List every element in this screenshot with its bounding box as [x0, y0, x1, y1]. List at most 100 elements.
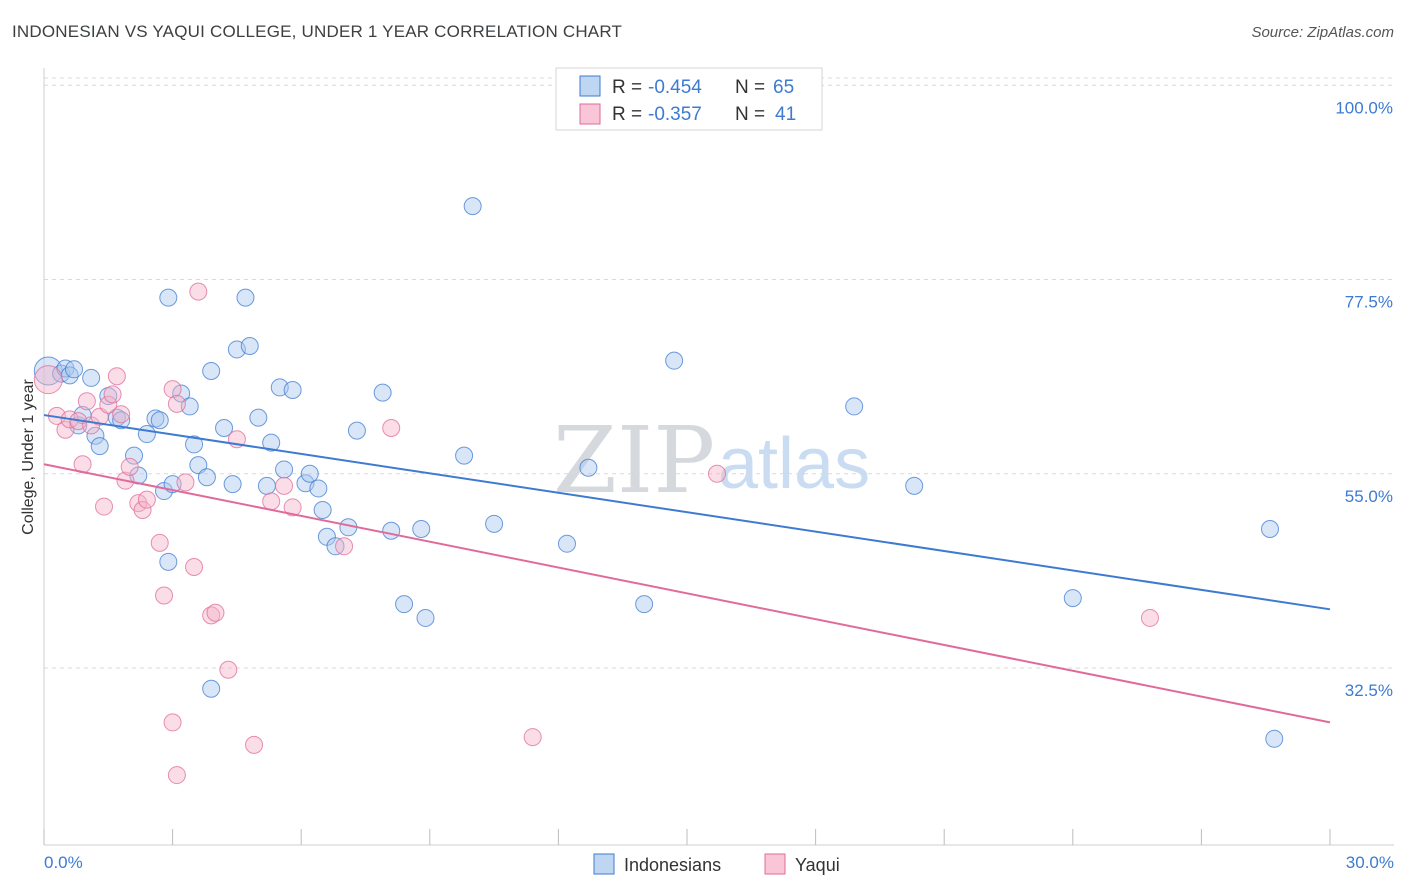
point-yaqui — [185, 558, 204, 577]
bottom-legend-swatch-yaqui — [764, 853, 786, 875]
point-yaqui — [219, 660, 238, 679]
point-indonesians — [313, 501, 332, 520]
point-yaqui — [335, 537, 354, 556]
series-legend: Indonesians Yaqui — [593, 853, 840, 875]
point-indonesians — [283, 381, 302, 400]
legend-r-label-2: R = — [612, 104, 642, 125]
x-tick-label-min: 0.0% — [44, 853, 83, 872]
point-indonesians — [65, 360, 84, 379]
source-label: Source: ZipAtlas.com — [1251, 24, 1394, 41]
point-yaqui — [163, 713, 182, 732]
axes — [43, 68, 1394, 846]
y-tick-label: 32.5% — [1345, 681, 1393, 700]
point-indonesians — [90, 437, 109, 456]
point-yaqui — [382, 419, 401, 438]
point-indonesians — [202, 679, 221, 698]
legend-swatch-indonesians — [579, 75, 601, 97]
point-indonesians — [86, 426, 105, 445]
bottom-legend-label-yaqui: Yaqui — [795, 855, 840, 875]
point-indonesians — [635, 595, 654, 614]
y-axis-title: College, Under 1 year — [20, 379, 37, 535]
point-indonesians — [159, 552, 178, 571]
stats-legend: R = -0.454 N = 65 R = -0.357 N = 41 — [555, 67, 823, 131]
y-tick-label: 77.5% — [1345, 293, 1393, 312]
point-indonesians — [373, 383, 392, 402]
point-indonesians — [905, 476, 924, 495]
legend-r-value-1: -0.454 — [648, 77, 702, 98]
point-indonesians — [197, 468, 216, 487]
point-yaqui — [56, 420, 75, 439]
watermark-atlas: atlas — [718, 424, 870, 504]
chart-title: INDONESIAN VS YAQUI COLLEGE, UNDER 1 YEA… — [12, 22, 623, 41]
point-indonesians — [1063, 589, 1082, 608]
point-yaqui — [120, 457, 139, 476]
point-yaqui — [523, 728, 542, 747]
bottom-legend-label-indonesians: Indonesians — [624, 855, 721, 875]
point-indonesians — [455, 446, 474, 465]
point-indonesians — [249, 408, 268, 427]
point-indonesians — [185, 435, 204, 454]
point-yaqui — [99, 395, 118, 414]
point-indonesians — [382, 521, 401, 540]
point-yaqui — [262, 492, 281, 511]
trend-line-indonesians — [43, 414, 1331, 611]
y-tick-labels: 32.5% 55.0% 77.5% 100.0% — [1335, 98, 1393, 700]
point-indonesians — [416, 608, 435, 627]
point-indonesians — [300, 464, 319, 483]
point-yaqui — [275, 476, 294, 495]
point-yaqui — [283, 498, 302, 517]
point-yaqui — [103, 385, 122, 404]
point-indonesians — [257, 476, 276, 495]
point-yaqui — [95, 497, 114, 516]
point-yaqui — [163, 380, 182, 399]
point-indonesians — [347, 421, 366, 440]
point-indonesians — [1265, 729, 1284, 748]
point-indonesians — [150, 411, 169, 430]
point-indonesians — [845, 397, 864, 416]
point-yaqui — [167, 394, 186, 413]
point-indonesians — [112, 411, 131, 430]
point-indonesians — [275, 460, 294, 479]
bottom-legend-swatch-indonesians — [593, 853, 615, 875]
point-indonesians — [412, 520, 431, 539]
point-indonesians — [557, 534, 576, 553]
legend-swatch-yaqui — [579, 103, 601, 125]
point-yaqui — [167, 766, 186, 785]
point-yaqui — [176, 473, 195, 492]
legend-r-value-2: -0.357 — [648, 104, 702, 125]
point-indonesians — [215, 419, 234, 438]
point-indonesians — [665, 351, 684, 370]
point-yaqui — [245, 735, 264, 754]
point-indonesians — [240, 336, 259, 355]
gridlines — [44, 77, 1394, 669]
point-yaqui — [708, 464, 727, 483]
point-yaqui — [133, 501, 152, 520]
point-yaqui — [206, 603, 225, 622]
point-yaqui — [137, 490, 156, 509]
x-tick-label-max: 30.0% — [1346, 853, 1394, 872]
point-indonesians — [309, 479, 328, 498]
legend-n-label-2: N = — [735, 104, 765, 125]
point-yaqui — [33, 365, 63, 395]
point-yaqui — [112, 405, 131, 424]
point-indonesians — [236, 288, 255, 307]
x-ticks — [43, 829, 1331, 845]
series-yaqui — [33, 282, 1159, 785]
point-indonesians — [485, 514, 504, 533]
point-indonesians — [202, 362, 221, 381]
point-indonesians — [137, 425, 156, 444]
point-yaqui — [189, 282, 208, 301]
point-yaqui — [107, 367, 126, 386]
watermark-zip: ZIP — [553, 407, 715, 514]
point-indonesians — [579, 458, 598, 477]
point-yaqui — [1140, 608, 1159, 627]
point-yaqui — [77, 392, 96, 411]
y-tick-label: 100.0% — [1335, 98, 1393, 117]
trend-lines — [43, 414, 1331, 724]
point-indonesians — [223, 475, 242, 494]
legend-n-value-1: 65 — [773, 77, 794, 98]
point-indonesians — [125, 446, 144, 465]
legend-n-value-2: 41 — [775, 104, 796, 125]
point-indonesians — [395, 595, 414, 614]
